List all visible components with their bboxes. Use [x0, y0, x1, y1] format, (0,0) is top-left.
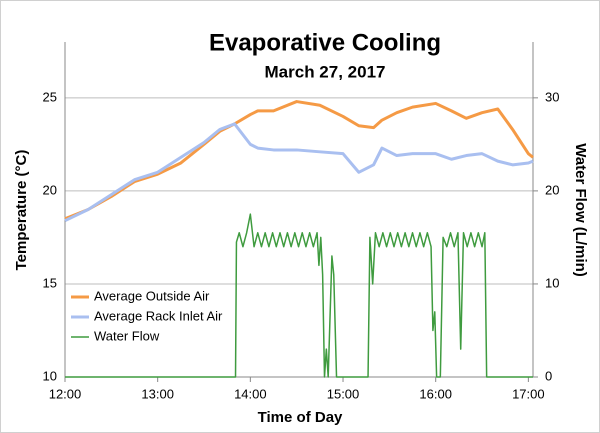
x-tick-label: 16:00 [419, 386, 452, 401]
legend-label: Average Rack Inlet Air [94, 308, 223, 323]
x-axis-label: Time of Day [258, 409, 343, 426]
legend-label: Water Flow [94, 328, 160, 343]
y2-tick-label: 30 [545, 89, 559, 104]
y-axis-label: Temperature (°C) [13, 150, 30, 271]
series-line [64, 122, 534, 223]
chart-subtitle: March 27, 2017 [265, 62, 386, 81]
y-tick-label: 25 [43, 89, 57, 104]
x-tick-label: 14:00 [234, 386, 267, 401]
x-tick-label: 12:00 [49, 386, 82, 401]
y-tick-label: 20 [43, 182, 57, 197]
x-tick-label: 13:00 [141, 386, 174, 401]
x-tick-label: 15:00 [327, 386, 360, 401]
y2-tick-label: 20 [545, 182, 559, 197]
x-tick-label: 17:00 [512, 386, 545, 401]
y2-axis-label: Water Flow (L/min) [572, 143, 589, 277]
chart-title: Evaporative Cooling [209, 29, 441, 56]
series-line [64, 100, 534, 221]
y2-tick-label: 10 [545, 275, 559, 290]
legend-label: Average Outside Air [94, 288, 210, 303]
series-line [65, 213, 533, 378]
y2-tick-label: 0 [545, 368, 552, 383]
y-tick-label: 10 [43, 368, 57, 383]
y-tick-label: 15 [43, 275, 57, 290]
